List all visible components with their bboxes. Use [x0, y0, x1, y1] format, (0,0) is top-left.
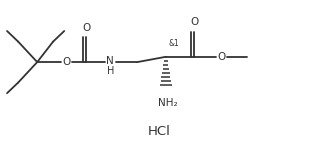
Text: &1: &1 — [168, 39, 179, 49]
Text: NH₂: NH₂ — [158, 99, 177, 108]
Text: N: N — [107, 56, 114, 66]
Text: O: O — [190, 17, 198, 27]
Text: HCl: HCl — [148, 125, 171, 138]
Text: O: O — [217, 52, 226, 62]
Text: O: O — [82, 22, 91, 33]
Text: H: H — [107, 66, 114, 76]
Text: O: O — [63, 57, 71, 67]
